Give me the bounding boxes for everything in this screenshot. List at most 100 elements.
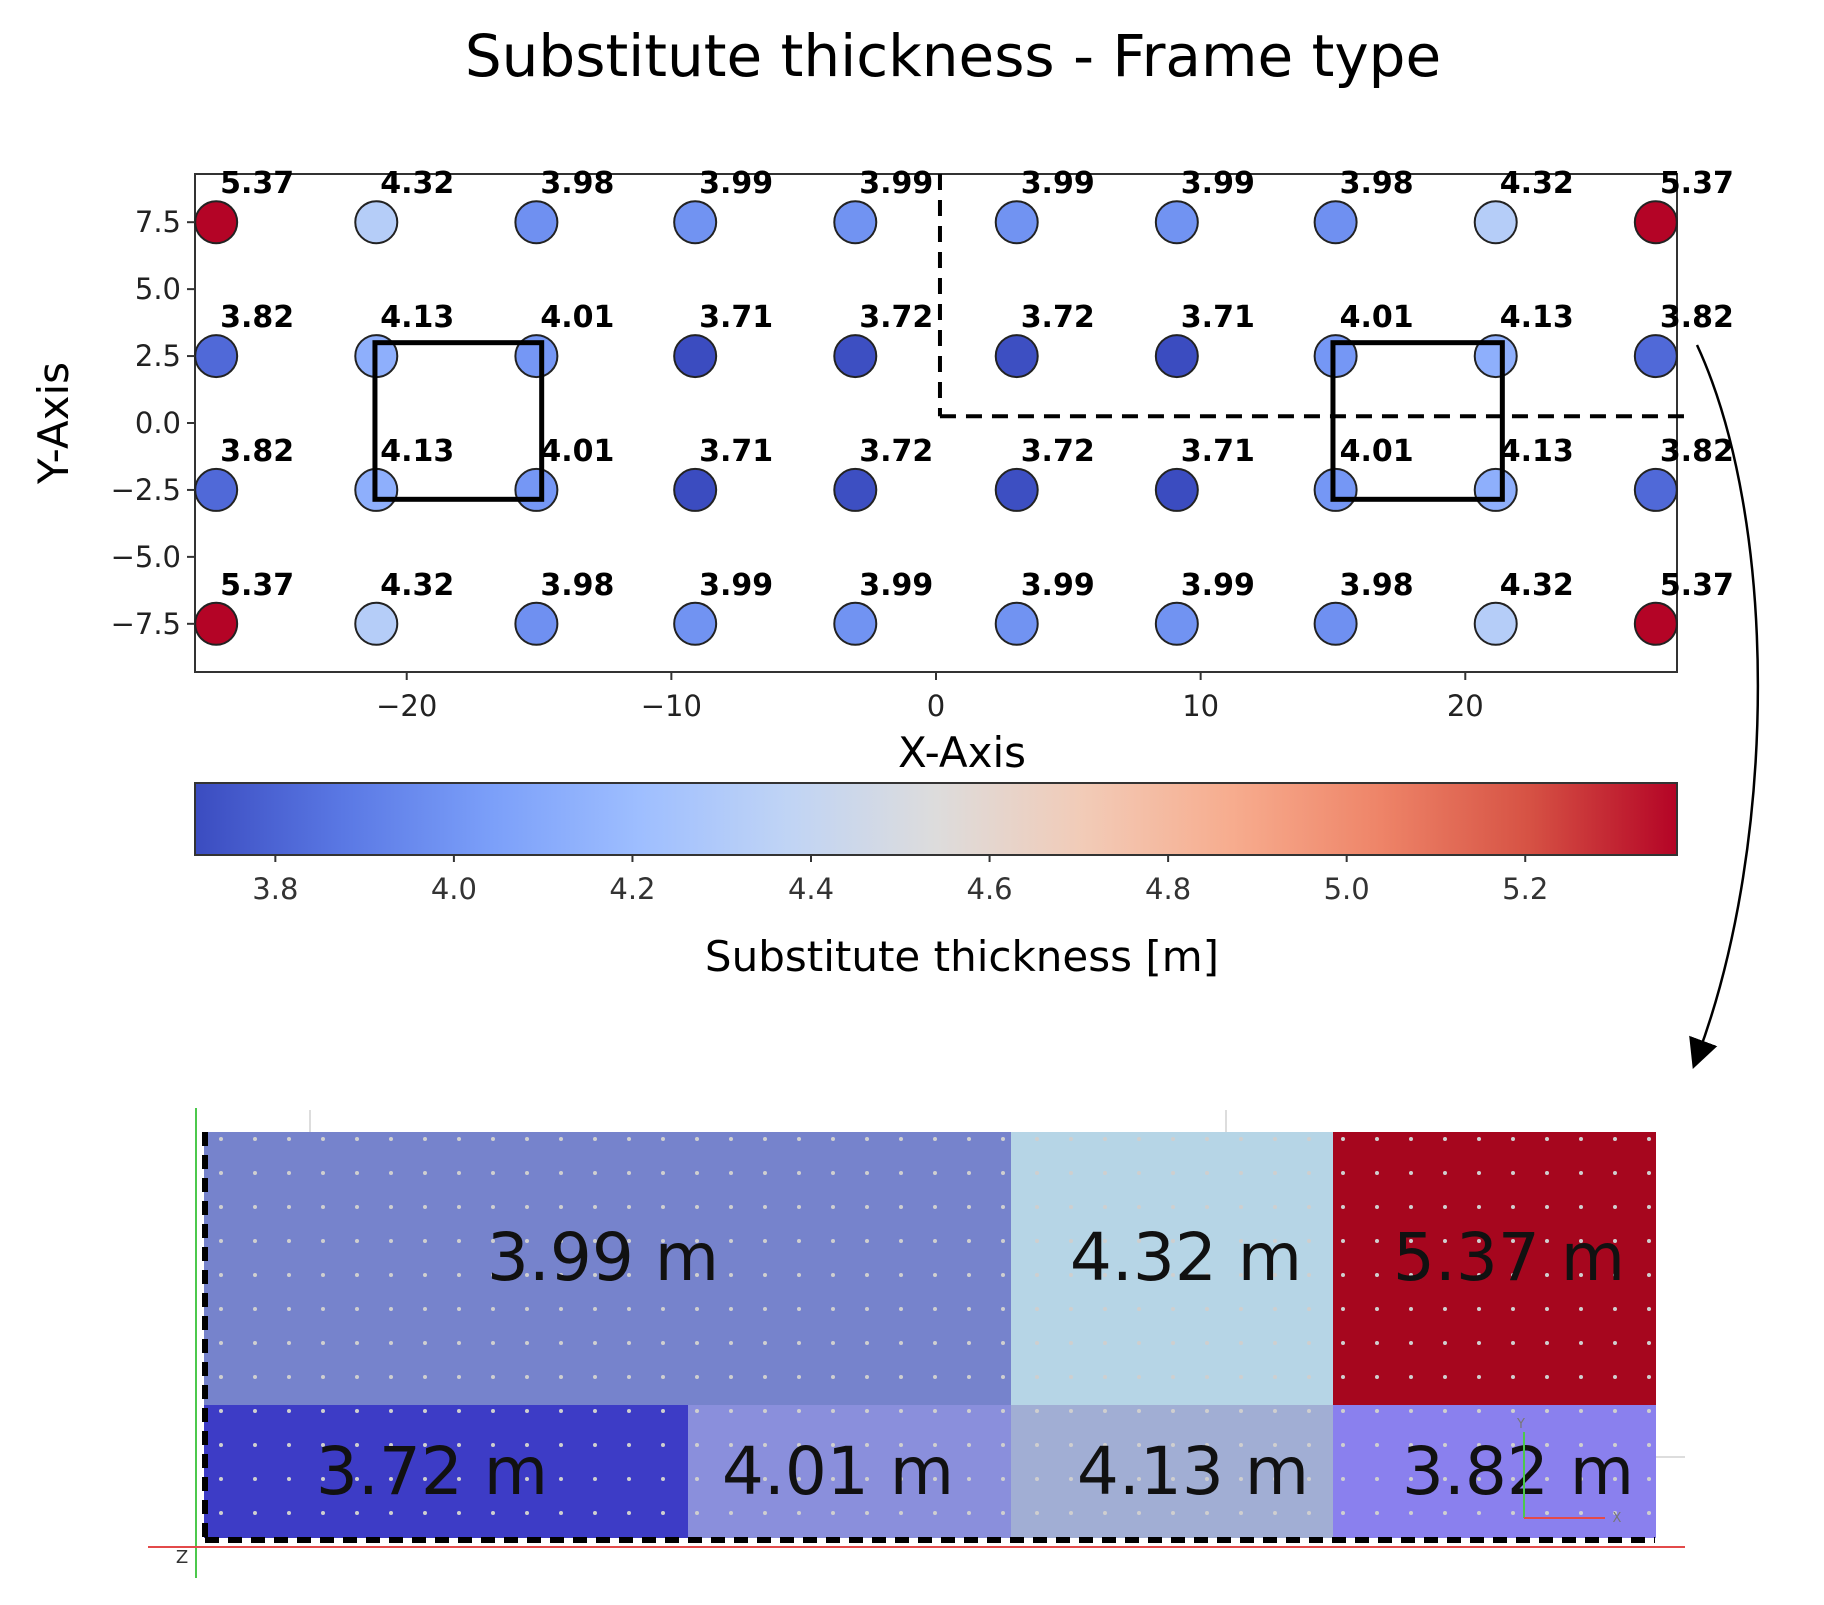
point-value-label: 4.13 — [380, 300, 454, 335]
point-value-label: 3.98 — [540, 568, 614, 603]
y-tick-label: −2.5 — [111, 473, 181, 507]
data-point — [994, 334, 1039, 379]
colorbar-tick-label: 5.2 — [1502, 872, 1548, 906]
data-point — [833, 200, 878, 245]
point-value-label: 3.82 — [220, 434, 294, 469]
quadrant-dashed-lines — [937, 174, 1685, 419]
data-point — [1313, 601, 1358, 646]
y-tick-label: 0.0 — [135, 406, 181, 440]
data-point — [1154, 200, 1199, 245]
thickness-cell-label: 5.37 m — [1393, 1219, 1625, 1296]
x-tick-label: 10 — [1182, 689, 1219, 723]
rectangles-layer — [372, 340, 1505, 502]
x-ticks: −20 −10 0 10 20 — [376, 672, 1484, 723]
data-point — [1313, 334, 1358, 379]
scatter-plot: 5.37 4.32 3.98 3.99 3.99 3.99 3.99 3.98 4.32 5.37… — [111, 166, 1734, 723]
highlight-rectangle — [1330, 340, 1505, 502]
point-value-label: 3.99 — [1181, 166, 1255, 201]
data-point — [1473, 200, 1518, 245]
point-value-label: 3.71 — [699, 300, 773, 335]
data-point — [673, 601, 718, 646]
point-value-label: 3.99 — [859, 568, 933, 603]
colorbar-tick-label: 4.8 — [1145, 872, 1191, 906]
axis-triad: Y X Z — [176, 1417, 1622, 1568]
y-ticks: 7.5 5.0 2.5 0.0 −2.5 −5.0 −7.5 — [111, 205, 195, 641]
point-value-label: 4.01 — [540, 300, 614, 335]
point-value-label: 4.01 — [540, 434, 614, 469]
thickness-cell-label: 3.99 m — [487, 1219, 719, 1296]
data-point — [194, 200, 239, 245]
colorbar-tick-label: 4.0 — [431, 872, 477, 906]
data-point — [354, 601, 399, 646]
colorbar-label: Substitute thickness [m] — [705, 932, 1219, 981]
point-value-label: 3.72 — [1021, 434, 1095, 469]
point-value-label: 3.99 — [1021, 166, 1095, 201]
mesh-dots-overlay — [204, 1132, 1656, 1538]
data-point — [673, 334, 718, 379]
x-tick-label: 0 — [927, 689, 945, 723]
colorbar-ticks: 3.8 4.0 4.2 4.4 4.6 4.8 5.0 5.2 — [252, 855, 1548, 906]
data-point — [994, 467, 1039, 512]
point-value-label: 3.98 — [1340, 166, 1414, 201]
chart-title: Substitute thickness - Frame type — [465, 22, 1441, 90]
data-point — [1154, 467, 1199, 512]
y-tick-label: −5.0 — [111, 540, 181, 574]
thickness-cell-label: 4.13 m — [1077, 1433, 1309, 1510]
thickness-cell-label: 4.01 m — [722, 1433, 954, 1510]
data-point — [514, 200, 559, 245]
point-value-label: 3.71 — [1181, 300, 1255, 335]
data-point — [194, 601, 239, 646]
link-arrow — [1689, 344, 1760, 1070]
point-value-label: 3.72 — [859, 434, 933, 469]
point-value-label: 3.99 — [699, 166, 773, 201]
point-value-label: 4.32 — [1500, 568, 1574, 603]
point-value-label: 4.01 — [1340, 300, 1414, 335]
y-axis-label: Y-Axis — [29, 362, 78, 485]
point-value-label: 3.99 — [859, 166, 933, 201]
thickness-cell-label: 3.72 m — [316, 1433, 548, 1510]
point-value-label: 4.32 — [380, 166, 454, 201]
data-point — [514, 334, 559, 379]
point-value-label: 4.13 — [1500, 300, 1574, 335]
data-point — [1633, 334, 1678, 379]
value-labels-layer: 5.37 4.32 3.98 3.99 3.99 3.99 3.99 3.98 4.32 5.37… — [220, 166, 1734, 603]
data-point — [194, 334, 239, 379]
colorbar-tick-label: 3.8 — [252, 872, 298, 906]
data-point — [833, 601, 878, 646]
highlight-rectangle — [372, 340, 545, 502]
data-point — [1313, 200, 1358, 245]
data-point — [1154, 601, 1199, 646]
point-value-label: 3.99 — [1181, 568, 1255, 603]
point-value-label: 4.01 — [1340, 434, 1414, 469]
points-layer — [194, 200, 1678, 646]
data-point — [1154, 334, 1199, 379]
point-value-label: 3.72 — [1021, 300, 1095, 335]
x-axis-label: X-Axis — [898, 728, 1026, 777]
point-value-label: 5.37 — [220, 568, 294, 603]
point-value-label: 3.82 — [1660, 434, 1734, 469]
data-point — [833, 334, 878, 379]
point-value-label: 5.37 — [1660, 166, 1734, 201]
triad-x-label: X — [1613, 1511, 1622, 1526]
y-tick-label: 7.5 — [135, 205, 181, 239]
data-point — [833, 467, 878, 512]
thickness-cell-labels: 3.99 m 4.32 m 5.37 m 3.72 m 4.01 m 4.13 m 3.82… — [316, 1219, 1634, 1510]
point-value-label: 4.13 — [1500, 434, 1574, 469]
point-value-label: 5.37 — [220, 166, 294, 201]
data-point — [194, 467, 239, 512]
data-point — [673, 467, 718, 512]
point-value-label: 3.82 — [220, 300, 294, 335]
data-point — [1633, 200, 1678, 245]
colorbar-tick-label: 4.6 — [967, 872, 1013, 906]
y-tick-label: −7.5 — [111, 607, 181, 641]
colorbar-bar — [194, 782, 1678, 856]
colorbar-tick-label: 4.2 — [609, 872, 655, 906]
colorbar-tick-label: 5.0 — [1324, 872, 1370, 906]
data-point — [994, 601, 1039, 646]
data-point — [673, 200, 718, 245]
point-value-label: 4.32 — [1500, 166, 1574, 201]
point-value-label: 3.71 — [699, 434, 773, 469]
colorbar-tick-label: 4.4 — [788, 872, 834, 906]
data-point — [1633, 601, 1678, 646]
